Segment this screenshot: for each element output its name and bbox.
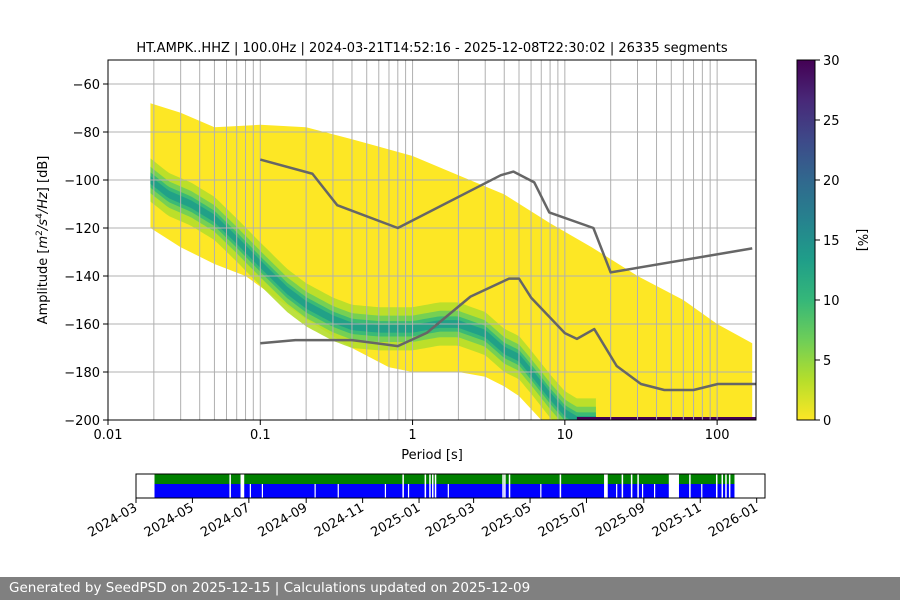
availability-gap xyxy=(432,474,434,498)
availability-gap xyxy=(314,484,316,498)
date-tick-label: 2025-07 xyxy=(536,500,591,540)
colorbar-tick-label: 20 xyxy=(823,174,840,189)
date-tick-label: 2025-11 xyxy=(650,500,705,540)
colorbar-tick-label: 5 xyxy=(823,354,831,369)
availability-gap xyxy=(540,484,542,498)
date-tick-label: 2025-01 xyxy=(369,500,424,540)
availability-gap xyxy=(434,474,437,498)
y-tick-label: −180 xyxy=(64,366,100,381)
x-tick-label: 0.01 xyxy=(94,428,123,443)
date-tick-label: 2024-07 xyxy=(198,500,253,540)
colorbar-tick-label: 30 xyxy=(823,54,840,69)
y-tick-label: −60 xyxy=(73,78,100,93)
availability-gap xyxy=(701,484,703,498)
availability-gap xyxy=(508,474,511,498)
y-label-part: 2 xyxy=(35,230,45,236)
date-axis: 2024-03 2024-05 2024-07 2024-09 2024-11 2025-… xyxy=(85,498,761,541)
availability-gap xyxy=(630,474,633,498)
y-label-part: s xyxy=(36,219,51,226)
x-axis: 0.01 0.1 1 10 100 xyxy=(94,420,730,443)
nhnm-line xyxy=(259,158,753,274)
psd-density-band xyxy=(150,158,596,420)
colorbar-tick-label: 15 xyxy=(823,234,840,249)
availability-gap xyxy=(502,474,504,498)
x-axis-label: Period [s] xyxy=(401,448,463,463)
colorbar-tick-label: 10 xyxy=(823,294,840,309)
figure: HT.AMPK..HHZ | 100.0Hz | 2024-03-21T14:5… xyxy=(35,41,869,541)
date-tick-label: 2025-09 xyxy=(593,500,648,540)
availability-gap xyxy=(715,474,718,498)
availability-gap xyxy=(641,484,644,498)
chart-title: HT.AMPK..HHZ | 100.0Hz | 2024-03-21T14:5… xyxy=(136,41,727,56)
y-axis-label: Amplitude [m2/s4/Hz] [dB] xyxy=(35,156,51,325)
x-tick-label: 1 xyxy=(408,428,416,443)
availability-gap xyxy=(504,474,506,498)
date-tick-label: 2024-11 xyxy=(312,500,367,540)
colorbar xyxy=(796,59,816,421)
y-tick-label: −140 xyxy=(64,270,100,285)
availability-gap xyxy=(402,474,404,498)
plot-frame xyxy=(107,59,757,421)
colorbar-axis: 0 5 10 15 20 25 30 xyxy=(815,54,840,429)
y-label-part: ] [dB] xyxy=(36,156,51,193)
availability-gap xyxy=(559,474,562,498)
date-tick-label: 2026-01 xyxy=(706,500,761,540)
y-label-part: 4 xyxy=(35,213,45,219)
colorbar-tick-label: 0 xyxy=(823,414,831,429)
y-tick-label: −200 xyxy=(64,414,100,429)
colorbar-label: [%] xyxy=(854,229,869,252)
availability-gap xyxy=(229,474,231,498)
availability-lower xyxy=(154,484,241,498)
availability-gap xyxy=(721,474,724,498)
availability-gap xyxy=(654,484,656,498)
availability-gap xyxy=(384,484,387,498)
availability-gap xyxy=(261,484,263,498)
y-label-part: Amplitude [ xyxy=(36,249,51,325)
availability-gap xyxy=(637,474,639,498)
colorbar-tick-label: 25 xyxy=(823,114,840,129)
availability-gap xyxy=(616,484,618,498)
y-label-part: / xyxy=(36,224,51,231)
x-tick-label: 10 xyxy=(557,428,574,443)
date-tick-label: 2024-05 xyxy=(142,500,197,540)
psd-density-band xyxy=(150,176,596,420)
y-tick-label: −160 xyxy=(64,318,100,333)
psd-floor-band xyxy=(576,417,756,420)
y-label-part: m xyxy=(36,236,51,249)
y-tick-label: −120 xyxy=(64,222,100,237)
footer-bar: Generated by SeedPSD on 2025-12-15 | Cal… xyxy=(0,577,900,600)
availability-gap xyxy=(621,474,624,498)
y-label-part: /Hz xyxy=(36,191,51,214)
availability-gap xyxy=(249,484,251,498)
availability-upper xyxy=(244,474,605,484)
availability-gap xyxy=(337,484,339,498)
data-availability-strip xyxy=(154,474,735,498)
footer-text: Generated by SeedPSD on 2025-12-15 | Cal… xyxy=(9,580,531,596)
availability-gap xyxy=(429,474,431,498)
availability-gap xyxy=(447,484,449,498)
availability-gap xyxy=(424,474,427,498)
date-tick-label: 2024-09 xyxy=(256,500,311,540)
date-tick-label: 2024-03 xyxy=(85,500,140,540)
availability-gap xyxy=(725,474,727,498)
y-tick-label: −100 xyxy=(64,174,100,189)
y-axis: −60 −80 −100 −120 −140 −160 −180 −200 xyxy=(64,78,108,429)
availability-gap xyxy=(689,474,691,498)
y-tick-label: −80 xyxy=(73,126,100,141)
availability-upper xyxy=(154,474,241,484)
availability-lower xyxy=(244,484,605,498)
date-tick-label: 2025-05 xyxy=(480,500,535,540)
availability-gap xyxy=(728,474,731,498)
x-tick-label: 0.1 xyxy=(250,428,271,443)
availability-upper xyxy=(678,474,735,484)
nlnm-line xyxy=(260,277,756,392)
availability-lower xyxy=(678,484,735,498)
availability-frame xyxy=(135,473,766,499)
x-tick-label: 100 xyxy=(705,428,730,443)
availability-gap xyxy=(407,484,410,498)
date-tick-label: 2025-03 xyxy=(423,500,478,540)
noise-models xyxy=(259,158,756,392)
